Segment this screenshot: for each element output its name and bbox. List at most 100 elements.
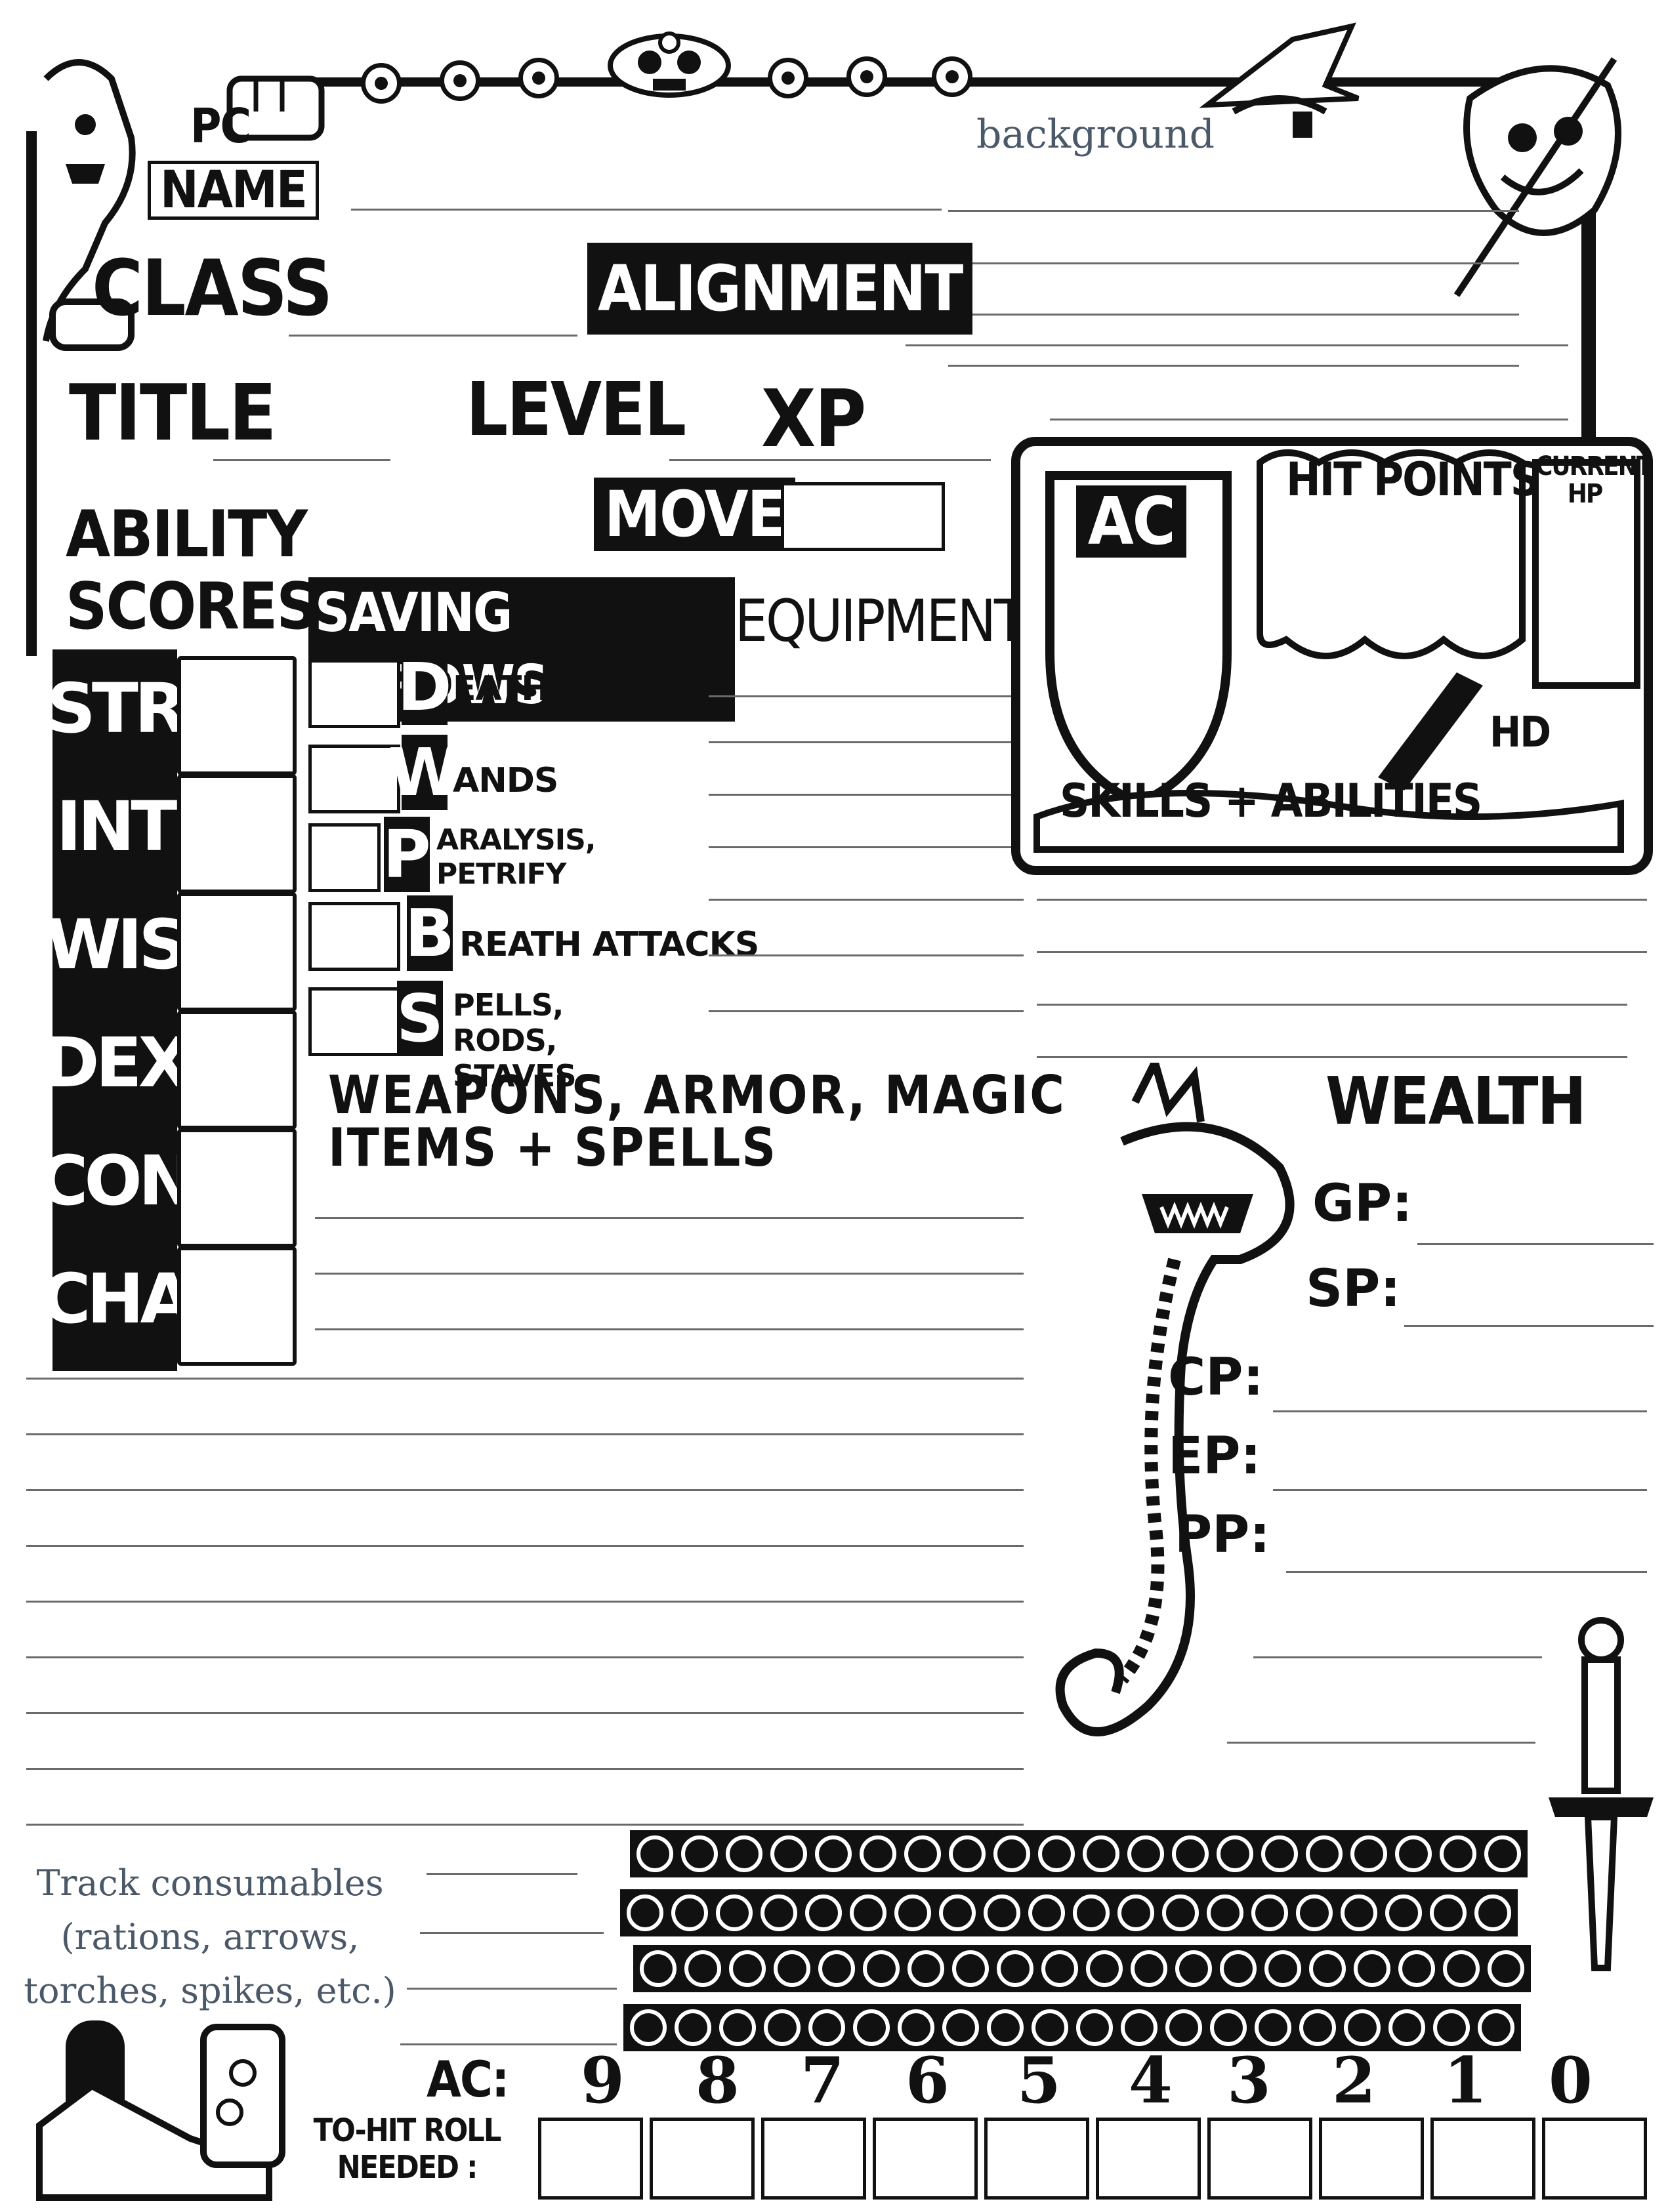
to-hit-box[interactable] [1207,2118,1312,2200]
consumable-cell[interactable] [853,2009,890,2046]
cha-score-box[interactable] [177,1246,297,1366]
consumable-cell[interactable] [1385,1895,1422,1931]
consumable-cell[interactable] [907,1950,944,1987]
to-hit-box[interactable] [1430,2118,1535,2200]
consumable-cell[interactable] [1488,1950,1524,1987]
breath-save-box[interactable] [308,902,400,971]
consumable-cell[interactable] [681,1835,718,1872]
consumable-cell[interactable] [761,1895,797,1931]
consumable-cell[interactable] [1341,1895,1377,1931]
consumable-cell[interactable] [1083,1835,1119,1872]
consumable-cell[interactable] [1255,2009,1291,2046]
consumable-cell[interactable] [1210,2009,1247,2046]
consumable-cell[interactable] [729,1950,766,1987]
consumable-track-row[interactable] [633,1945,1531,1992]
ep-field[interactable] [1273,1489,1647,1491]
move-field[interactable] [781,482,945,551]
consumable-cell[interactable] [630,2009,667,2046]
extra-wealth-field-2[interactable] [1227,1742,1535,1744]
to-hit-box[interactable] [984,2118,1089,2200]
consumable-cell[interactable] [636,1835,673,1872]
consumable-track-row[interactable] [623,2004,1521,2051]
consumable-cell[interactable] [1217,1835,1253,1872]
consumable-cell[interactable] [675,2009,711,2046]
consumable-cell[interactable] [1350,1835,1387,1872]
consumable-cell[interactable] [1395,1835,1432,1872]
consumable-cell[interactable] [1299,2009,1336,2046]
consumable-cell[interactable] [1443,1950,1480,1987]
consumable-cell[interactable] [1306,1835,1343,1872]
xp-field[interactable] [669,459,991,461]
consumable-cell[interactable] [671,1895,708,1931]
consumable-cell[interactable] [808,2009,845,2046]
consumable-cell[interactable] [898,2009,934,2046]
consumable-cell[interactable] [805,1895,842,1931]
consumable-cell[interactable] [1309,1950,1346,1987]
consumable-cell[interactable] [1484,1835,1521,1872]
sp-field[interactable] [1404,1325,1654,1327]
consumable-cell[interactable] [904,1835,941,1872]
consumable-cell[interactable] [1344,2009,1381,2046]
to-hit-box[interactable] [1096,2118,1201,2200]
to-hit-box[interactable] [761,2118,866,2200]
to-hit-box[interactable] [1542,2118,1647,2200]
consumable-cell[interactable] [1121,2009,1157,2046]
consumable-cell[interactable] [1032,2009,1068,2046]
name-field[interactable] [351,209,942,211]
class-field[interactable] [289,335,577,337]
int-score-box[interactable] [177,774,297,893]
consumable-cell[interactable] [1354,1950,1390,1987]
consumable-cell[interactable] [1430,1895,1467,1931]
consumable-cell[interactable] [1220,1950,1257,1987]
consumable-cell[interactable] [818,1950,855,1987]
consumable-cell[interactable] [1251,1895,1288,1931]
consumable-cell[interactable] [984,1895,1020,1931]
consumable-cell[interactable] [939,1895,976,1931]
pp-field[interactable] [1286,1571,1647,1573]
consumable-cell[interactable] [815,1835,852,1872]
consumable-cell[interactable] [1038,1835,1075,1872]
consumable-cell[interactable] [1165,2009,1202,2046]
consumable-cell[interactable] [774,1950,810,1987]
consumable-cell[interactable] [863,1950,900,1987]
con-score-box[interactable] [177,1128,297,1248]
consumable-cell[interactable] [1028,1895,1065,1931]
consumable-cell[interactable] [1388,2009,1425,2046]
consumable-cell[interactable] [627,1895,663,1931]
consumable-cell[interactable] [640,1950,677,1987]
consumable-cell[interactable] [764,2009,801,2046]
consumable-cell[interactable] [1474,1895,1511,1931]
str-score-box[interactable] [177,656,297,775]
cp-field[interactable] [1273,1410,1647,1412]
consumable-cell[interactable] [684,1950,721,1987]
wis-score-box[interactable] [177,892,297,1012]
alignment-field[interactable] [906,344,1568,346]
paralysis-save-box[interactable] [308,823,381,892]
consumable-cell[interactable] [997,1950,1033,1987]
to-hit-box[interactable] [1319,2118,1424,2200]
consumable-cell[interactable] [1162,1895,1199,1931]
to-hit-box[interactable] [538,2118,643,2200]
consumable-cell[interactable] [1175,1950,1212,1987]
to-hit-box[interactable] [873,2118,978,2200]
wands-save-box[interactable] [308,745,400,813]
consumable-cell[interactable] [942,2009,979,2046]
consumable-cell[interactable] [1433,2009,1470,2046]
consumable-cell[interactable] [1398,1950,1435,1987]
consumable-track-row[interactable] [630,1830,1528,1877]
consumable-cell[interactable] [719,2009,756,2046]
extra-wealth-field-1[interactable] [1253,1656,1542,1658]
consumable-cell[interactable] [1440,1835,1476,1872]
consumable-cell[interactable] [1076,2009,1113,2046]
consumable-cell[interactable] [850,1895,886,1931]
consumable-cell[interactable] [1261,1835,1298,1872]
consumable-cell[interactable] [1041,1950,1078,1987]
consumable-cell[interactable] [1086,1950,1123,1987]
consumable-cell[interactable] [1073,1895,1110,1931]
consumable-cell[interactable] [860,1835,896,1872]
gp-field[interactable] [1417,1243,1654,1245]
consumable-cell[interactable] [894,1895,931,1931]
consumable-cell[interactable] [1127,1835,1164,1872]
death-save-box[interactable] [308,659,400,728]
to-hit-box[interactable] [650,2118,755,2200]
